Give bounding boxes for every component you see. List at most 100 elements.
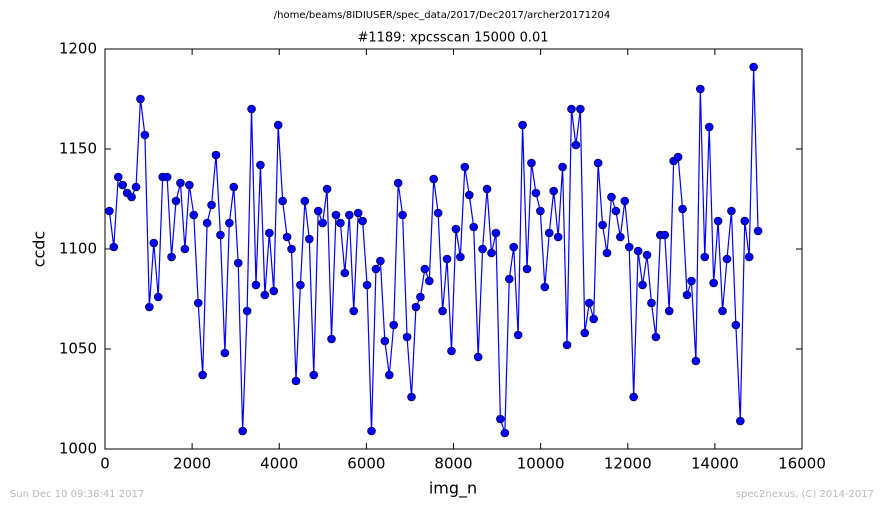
data-point xyxy=(380,336,390,346)
data-point xyxy=(624,242,634,252)
data-point xyxy=(393,178,403,188)
data-point xyxy=(456,252,465,262)
data-point xyxy=(580,328,590,338)
data-point xyxy=(216,230,225,240)
data-point xyxy=(576,104,585,114)
data-point xyxy=(469,222,479,232)
data-point xyxy=(673,152,683,162)
data-point xyxy=(687,276,696,286)
data-point xyxy=(287,244,296,254)
data-point xyxy=(167,252,176,262)
data-point xyxy=(660,230,670,240)
data-point xyxy=(460,162,470,172)
data-point xyxy=(238,426,247,436)
data-point xyxy=(327,334,336,344)
data-point xyxy=(202,218,212,228)
data-point xyxy=(451,224,461,234)
x-tick-label: 12000 xyxy=(604,455,652,473)
data-point xyxy=(353,208,363,218)
data-point xyxy=(740,216,750,226)
data-point xyxy=(251,280,261,290)
data-point xyxy=(704,122,714,132)
footer-left: Sun Dec 10 09:38:41 2017 xyxy=(10,489,144,500)
data-point xyxy=(442,254,452,264)
data-point xyxy=(749,62,758,72)
data-point xyxy=(118,180,127,190)
data-point xyxy=(549,186,558,196)
data-point xyxy=(185,180,194,190)
data-point xyxy=(536,206,545,216)
data-point xyxy=(509,242,519,252)
data-point xyxy=(522,264,532,274)
x-tick-label: 6000 xyxy=(347,455,385,473)
data-point xyxy=(633,246,643,256)
data-point xyxy=(558,162,567,172)
data-point xyxy=(433,208,443,218)
data-point xyxy=(344,210,354,220)
data-point xyxy=(531,188,541,198)
data-point xyxy=(358,216,367,226)
data-point xyxy=(242,306,252,316)
data-point xyxy=(589,314,598,324)
y-tick-label: 1200 xyxy=(59,40,97,58)
data-point xyxy=(402,332,412,342)
data-point xyxy=(744,252,754,262)
x-tick-label: 10000 xyxy=(517,455,565,473)
x-tick-label: 4000 xyxy=(260,455,298,473)
data-point xyxy=(265,228,274,238)
data-point xyxy=(482,184,492,194)
x-tick-label: 14000 xyxy=(691,455,739,473)
data-point xyxy=(376,256,385,266)
data-point xyxy=(691,356,701,366)
data-point xyxy=(189,210,199,220)
data-point xyxy=(331,210,341,220)
data-point xyxy=(638,280,647,290)
data-point xyxy=(620,196,630,206)
data-point xyxy=(731,320,741,330)
data-point xyxy=(584,298,594,308)
data-point xyxy=(540,282,550,292)
data-point xyxy=(593,158,603,168)
data-point xyxy=(487,248,496,258)
y-axis-label: ccdc xyxy=(30,231,49,268)
data-point xyxy=(273,120,283,130)
data-point xyxy=(411,302,421,312)
data-point xyxy=(140,130,150,140)
data-point xyxy=(207,200,216,210)
data-point xyxy=(318,218,327,228)
data-point xyxy=(145,302,154,312)
data-point xyxy=(198,370,207,380)
data-point xyxy=(149,238,159,248)
data-point xyxy=(229,182,239,192)
data-point xyxy=(629,392,638,402)
data-point xyxy=(362,280,372,290)
data-point xyxy=(438,306,447,316)
data-point xyxy=(447,346,456,356)
data-point xyxy=(429,174,439,184)
data-point xyxy=(553,232,563,242)
data-point xyxy=(616,232,625,242)
data-point xyxy=(607,192,616,202)
data-point xyxy=(153,292,163,302)
plot-frame xyxy=(104,48,803,450)
data-point xyxy=(269,286,279,296)
data-point xyxy=(736,416,745,426)
data-point xyxy=(105,206,114,216)
data-point xyxy=(233,258,243,268)
data-point xyxy=(420,264,430,274)
data-point xyxy=(300,196,310,206)
data-point xyxy=(171,196,181,206)
data-point xyxy=(336,218,345,228)
x-tick-label: 8000 xyxy=(434,455,472,473)
y-tick-label: 1050 xyxy=(59,340,97,358)
data-point xyxy=(527,158,536,168)
data-point xyxy=(647,298,656,308)
data-point xyxy=(416,292,425,302)
data-point xyxy=(162,172,172,182)
data-point xyxy=(727,206,736,216)
data-point xyxy=(473,352,483,362)
data-point xyxy=(136,94,145,104)
data-point xyxy=(562,340,572,350)
data-point xyxy=(109,242,119,252)
data-point xyxy=(282,232,292,242)
